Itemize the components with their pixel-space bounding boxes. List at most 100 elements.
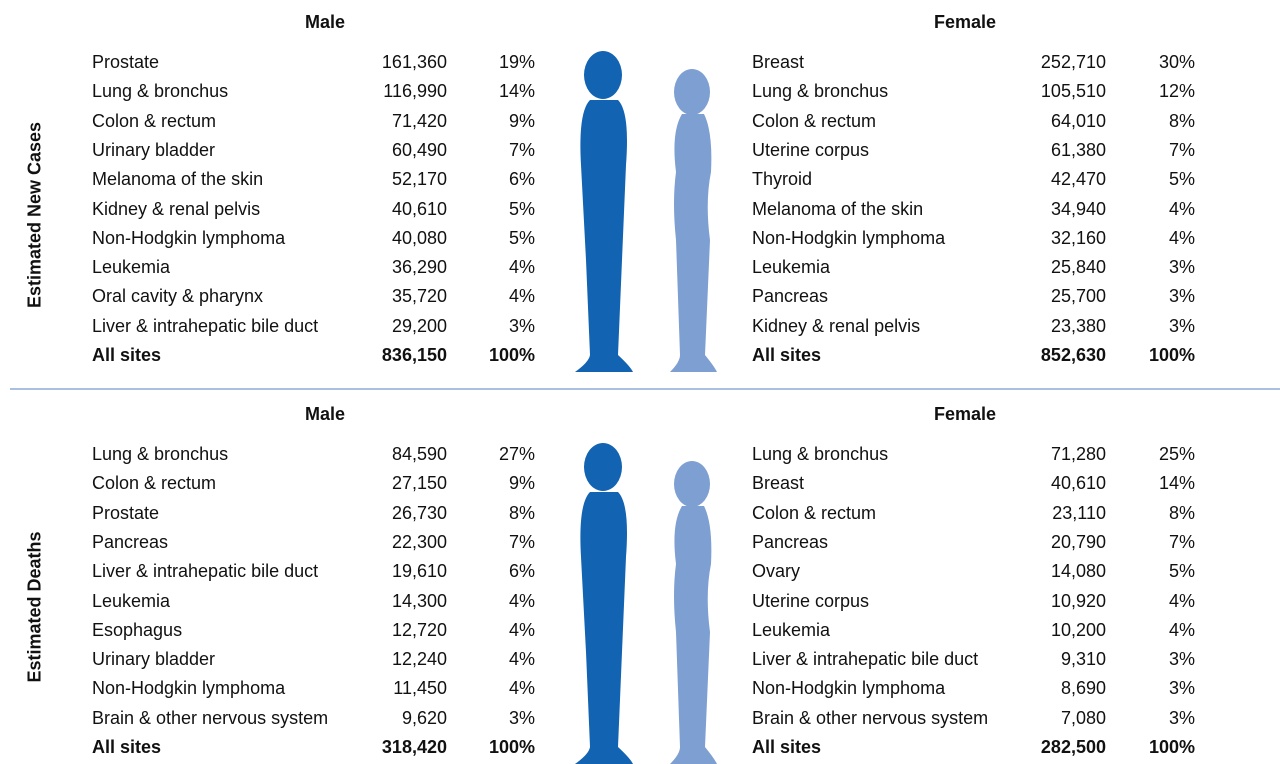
percent: 3%: [1168, 315, 1195, 336]
group-title: Male: [304, 404, 346, 424]
percent: 30%: [1158, 52, 1195, 72]
percent: 4%: [1168, 227, 1195, 248]
site-name: All sites: [92, 345, 162, 365]
percent: 5%: [508, 198, 535, 219]
site-name: Melanoma of the skin: [92, 169, 264, 190]
count: 12,720: [391, 619, 447, 640]
percent: 4%: [1168, 198, 1195, 219]
site-name: Urinary bladder: [92, 139, 216, 160]
site-name: All sites: [752, 345, 822, 365]
percent: 3%: [1168, 257, 1195, 278]
count: 836,150: [381, 345, 447, 365]
percent: 7%: [1168, 531, 1195, 552]
percent: 3%: [1168, 286, 1195, 307]
percent: 4%: [508, 257, 535, 278]
count: 11,450: [393, 678, 447, 699]
count: 25,840: [1050, 257, 1106, 278]
percent: 27%: [498, 444, 535, 464]
site-name: Pancreas: [92, 531, 169, 552]
male-body: [575, 100, 633, 372]
site-name: Oral cavity & pharynx: [92, 286, 264, 307]
site-name: Kidney & renal pelvis: [92, 198, 261, 219]
count: 20,790: [1050, 531, 1106, 552]
count: 7,080: [1060, 707, 1106, 728]
count: 23,110: [1052, 502, 1106, 523]
silhouette-pair: [575, 51, 717, 372]
site-name: Prostate: [92, 52, 160, 72]
count: 19,610: [391, 561, 447, 582]
count: 42,470: [1050, 169, 1106, 190]
count: 22,300: [391, 531, 447, 552]
site-name: Non-Hodgkin lymphoma: [752, 227, 946, 248]
count: 318,420: [381, 737, 447, 757]
percent: 4%: [508, 649, 535, 670]
silhouettes: [575, 51, 717, 764]
percent: 12%: [1158, 81, 1195, 102]
percent: 8%: [508, 502, 535, 523]
percent: 25%: [1158, 444, 1195, 464]
group-title: Female: [933, 404, 997, 424]
count: 252,710: [1040, 52, 1106, 72]
percent: 8%: [1168, 110, 1195, 131]
percent: 6%: [508, 561, 535, 582]
count: 14,080: [1050, 561, 1106, 582]
site-name: Kidney & renal pelvis: [752, 315, 921, 336]
count: 40,080: [391, 227, 447, 248]
percent: 9%: [508, 110, 535, 131]
count: 60,490: [391, 139, 447, 160]
count: 52,170: [391, 169, 447, 190]
site-name: Colon & rectum: [752, 110, 877, 131]
percent: 100%: [488, 345, 535, 365]
percent: 4%: [508, 678, 535, 699]
silhouette-pair: [575, 443, 717, 764]
count: 9,310: [1060, 649, 1106, 670]
count: 35,720: [391, 286, 447, 307]
count: 105,510: [1040, 81, 1106, 102]
male-head: [584, 51, 622, 99]
percent: 8%: [1168, 502, 1195, 523]
site-name: Leukemia: [752, 619, 831, 640]
percent: 4%: [508, 286, 535, 307]
count: 10,920: [1050, 590, 1106, 611]
count: 23,380: [1050, 315, 1106, 336]
female-head: [674, 69, 710, 115]
site-name: Brain & other nervous system: [92, 707, 329, 728]
count: 8,690: [1060, 678, 1106, 699]
percent: 5%: [1168, 169, 1195, 190]
count: 12,240: [391, 649, 447, 670]
site-name: Non-Hodgkin lymphoma: [752, 678, 946, 699]
count: 14,300: [391, 590, 447, 611]
female-body: [670, 506, 717, 764]
percent: 6%: [508, 169, 535, 190]
male-body: [575, 492, 633, 764]
site-name: Breast: [752, 473, 805, 494]
count: 84,590: [391, 444, 447, 464]
percent: 4%: [508, 590, 535, 611]
count: 161,360: [381, 52, 447, 72]
percent: 4%: [508, 619, 535, 640]
site-name: Brain & other nervous system: [752, 707, 989, 728]
count: 29,200: [391, 315, 447, 336]
count: 282,500: [1040, 737, 1106, 757]
female-body: [670, 114, 717, 372]
site-name: Esophagus: [92, 619, 183, 640]
count: 40,610: [1050, 473, 1106, 494]
percent: 14%: [1158, 473, 1195, 494]
count: 61,380: [1050, 139, 1106, 160]
percent: 7%: [508, 139, 535, 160]
male-head: [584, 443, 622, 491]
count: 10,200: [1050, 619, 1106, 640]
site-name: Lung & bronchus: [92, 444, 229, 464]
site-name: Lung & bronchus: [752, 444, 889, 464]
percent: 14%: [498, 81, 535, 102]
site-name: Non-Hodgkin lymphoma: [92, 227, 286, 248]
site-name: All sites: [752, 737, 822, 757]
count: 26,730: [391, 502, 447, 523]
percent: 4%: [1168, 590, 1195, 611]
site-name: Colon & rectum: [752, 502, 877, 523]
site-name: Thyroid: [752, 169, 813, 190]
site-name: Prostate: [92, 502, 160, 523]
group-title: Female: [933, 12, 997, 32]
